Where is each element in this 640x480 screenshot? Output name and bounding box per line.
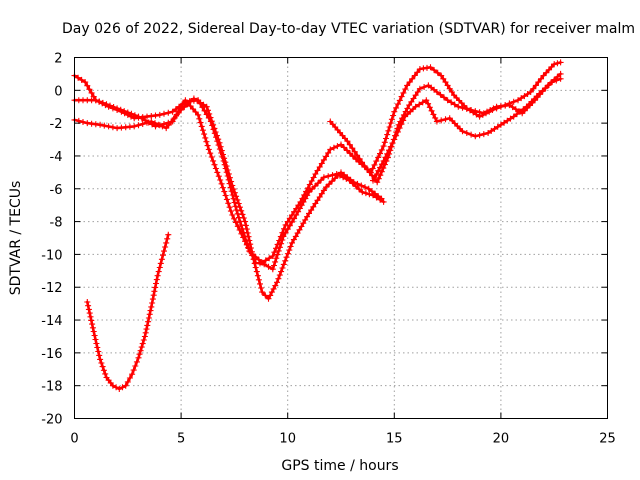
series-trace-d <box>327 70 564 186</box>
y-tick-label: -2 <box>50 117 63 132</box>
y-tick-label: -4 <box>50 150 63 165</box>
x-tick-label: 5 <box>177 432 185 447</box>
series-markers <box>370 75 564 184</box>
y-tick-label: -12 <box>41 281 62 296</box>
data-series <box>71 59 564 392</box>
chart-title: Day 026 of 2022, Sidereal Day-to-day VTE… <box>62 21 635 37</box>
axis-ticks: 0 5 10 15 20 25-20-18-16-14-12-10-8-6-4-202 <box>41 52 616 447</box>
series-trace-f <box>84 231 172 392</box>
plot-frame <box>74 57 608 419</box>
grid <box>74 57 608 419</box>
series-line <box>86 233 170 391</box>
y-tick-label: -18 <box>41 380 62 395</box>
series-line <box>73 61 562 264</box>
y-tick-label: 2 <box>54 52 62 67</box>
x-tick-label: 15 <box>386 432 403 447</box>
y-tick-label: -20 <box>41 413 62 428</box>
series-markers <box>84 231 172 392</box>
series-trace-e <box>370 75 564 184</box>
series-markers <box>327 70 564 186</box>
x-tick-label: 25 <box>599 432 616 447</box>
x-axis-label: GPS time / hours <box>281 458 398 474</box>
x-tick-label: 20 <box>493 432 510 447</box>
y-tick-label: 0 <box>54 84 62 99</box>
y-tick-label: -16 <box>41 347 62 362</box>
x-tick-label: 0 <box>70 432 78 447</box>
y-tick-label: -8 <box>50 216 63 231</box>
y-tick-label: -14 <box>41 314 62 329</box>
y-axis-label: SDTVAR / TECUs <box>8 181 24 296</box>
y-tick-label: -6 <box>50 183 63 198</box>
y-tick-label: -10 <box>41 248 62 263</box>
x-tick-label: 10 <box>279 432 296 447</box>
